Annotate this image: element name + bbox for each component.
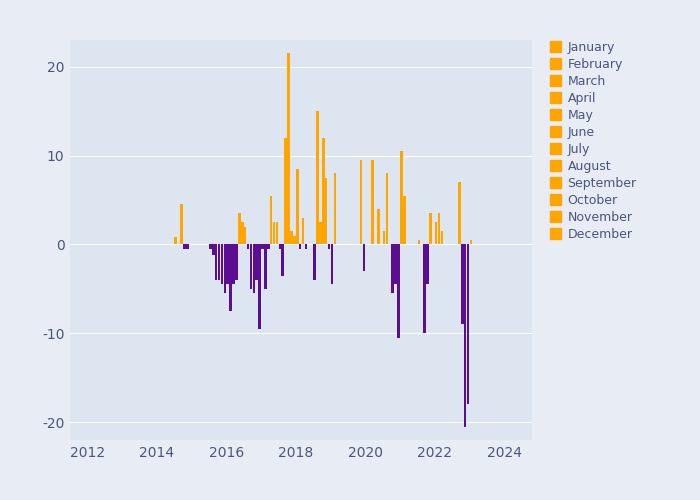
Bar	[244, 226, 246, 244]
Bar	[218, 244, 220, 280]
Bar	[241, 222, 244, 244]
Bar	[302, 218, 304, 244]
Bar	[386, 174, 389, 244]
Bar	[417, 240, 420, 244]
Bar	[212, 244, 215, 255]
Bar	[377, 209, 379, 244]
Bar	[458, 182, 461, 244]
Bar	[426, 244, 429, 284]
Bar	[314, 244, 316, 280]
Bar	[299, 244, 302, 249]
Bar	[246, 244, 249, 249]
Bar	[235, 244, 238, 280]
Bar	[371, 160, 374, 244]
Bar	[304, 244, 307, 249]
Bar	[186, 244, 188, 249]
Bar	[279, 244, 281, 249]
Bar	[276, 222, 279, 244]
Bar	[391, 244, 394, 294]
Bar	[230, 244, 232, 311]
Bar	[281, 244, 284, 276]
Bar	[258, 244, 261, 329]
Bar	[250, 244, 252, 289]
Bar	[223, 244, 226, 294]
Bar	[256, 244, 258, 280]
Bar	[209, 244, 211, 249]
Bar	[328, 244, 330, 249]
Bar	[215, 244, 218, 280]
Bar	[180, 204, 183, 244]
Bar	[397, 244, 400, 338]
Bar	[238, 214, 241, 244]
Bar	[464, 244, 466, 426]
Legend: January, February, March, April, May, June, July, August, September, October, No: January, February, March, April, May, Ju…	[547, 38, 639, 244]
Bar	[322, 138, 325, 244]
Bar	[270, 196, 272, 244]
Bar	[363, 244, 365, 271]
Bar	[284, 138, 287, 244]
Bar	[400, 151, 402, 244]
Bar	[287, 54, 290, 244]
Bar	[232, 244, 235, 284]
Bar	[424, 244, 426, 334]
Bar	[403, 196, 405, 244]
Bar	[394, 244, 397, 284]
Bar	[290, 231, 293, 244]
Bar	[438, 214, 440, 244]
Bar	[293, 236, 295, 244]
Bar	[429, 214, 432, 244]
Bar	[330, 244, 333, 284]
Bar	[441, 231, 443, 244]
Bar	[183, 244, 186, 249]
Bar	[296, 169, 298, 244]
Bar	[470, 240, 473, 244]
Bar	[467, 244, 469, 404]
Bar	[435, 222, 438, 244]
Bar	[273, 222, 275, 244]
Bar	[334, 174, 336, 244]
Bar	[174, 238, 177, 244]
Bar	[267, 244, 270, 249]
Bar	[227, 244, 229, 284]
Bar	[383, 231, 386, 244]
Bar	[325, 178, 328, 244]
Bar	[316, 111, 319, 244]
Bar	[220, 244, 223, 284]
Bar	[319, 222, 322, 244]
Bar	[264, 244, 267, 289]
Bar	[253, 244, 255, 294]
Bar	[360, 160, 362, 244]
Bar	[461, 244, 463, 324]
Bar	[261, 244, 264, 249]
